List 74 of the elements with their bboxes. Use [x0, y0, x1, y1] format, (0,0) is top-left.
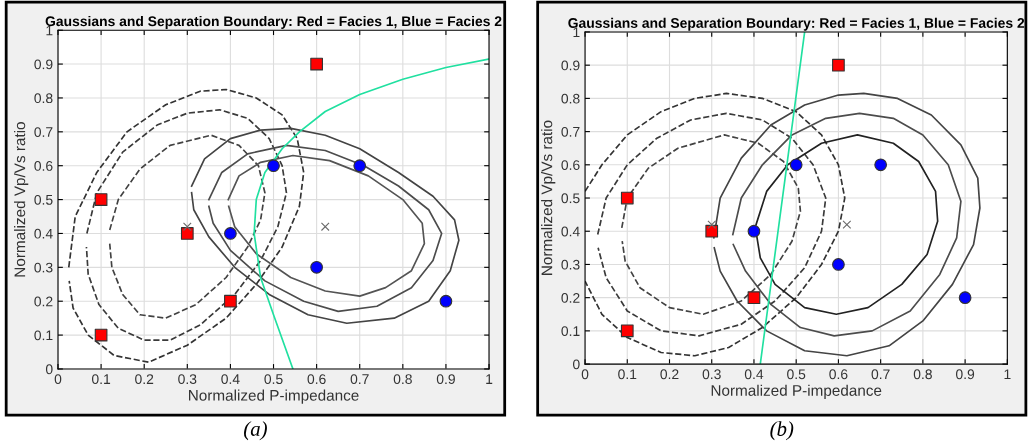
y-tick-label: 0.5 [34, 194, 53, 205]
x-tick-label: 0.9 [436, 374, 455, 385]
point [705, 224, 719, 238]
point [94, 193, 108, 206]
y-tick-label: 0.4 [34, 228, 53, 239]
point [620, 191, 634, 205]
point [874, 158, 888, 172]
y-tick-label: 0.2 [561, 292, 580, 303]
x-tick-label: 0.2 [660, 369, 679, 380]
y-tick-label: 0.7 [34, 127, 53, 137]
x-tick-label: 0.9 [956, 369, 975, 380]
y-tick-label: 0.3 [34, 262, 53, 273]
point [842, 220, 852, 229]
y-tick-label: 0.3 [561, 259, 580, 270]
point [310, 260, 323, 274]
y-tick-label: 0.1 [561, 326, 580, 337]
x-tick-label: 0.6 [307, 374, 326, 385]
x-tick-label: 0.5 [264, 374, 283, 385]
x-tick-label: 0.8 [393, 374, 412, 385]
y-tick-label: 0.5 [561, 193, 580, 204]
point [224, 294, 237, 308]
line-series [67, 88, 305, 364]
text: (a) [244, 421, 267, 441]
x-tick-label: 0.1 [91, 374, 111, 385]
y-tick-label: 0.8 [34, 93, 53, 104]
x-tick-label: 0.6 [829, 369, 848, 380]
x-tick-label: 0.5 [787, 369, 806, 380]
y-tick-label: 0.9 [34, 59, 53, 70]
x-tick-label: 0.7 [871, 369, 890, 380]
x-tick-label: 1 [486, 374, 493, 384]
point [267, 159, 280, 173]
x-tick-label: 1 [1004, 369, 1011, 380]
x-tick-label: 0 [54, 374, 62, 385]
y-tick-label: 0 [573, 359, 580, 370]
y-tick-label: 0.8 [561, 93, 580, 104]
y-tick-label: 0.2 [34, 296, 53, 307]
x-tick-label: 0 [581, 369, 589, 380]
y-tick-label: 0.4 [561, 226, 580, 237]
y-tick-label: 0.1 [34, 330, 53, 341]
line-series [585, 92, 846, 357]
x-tick-label: 0.2 [135, 374, 154, 385]
point [707, 220, 717, 229]
y-axis-title: Normalized Vp/Vs ratio [541, 120, 556, 275]
y-axis-title: Normalized Vp/Vs ratio [14, 122, 29, 277]
point [320, 222, 330, 232]
x-tick-label: 0.7 [350, 374, 369, 385]
x-tick-label: 0.8 [913, 369, 932, 380]
x-tick-label: 0.4 [221, 374, 240, 385]
point [747, 291, 761, 305]
point [832, 258, 845, 271]
x-tick-label: 0.4 [744, 369, 764, 380]
x-axis-title: Normalized P-impedance [711, 384, 882, 399]
point [747, 224, 761, 238]
line-series [253, 58, 490, 369]
x-tick-label: 0.3 [178, 374, 197, 385]
y-tick-label: 0.6 [34, 161, 53, 171]
y-tick-label: 0.9 [561, 60, 580, 71]
point [832, 58, 845, 72]
point [182, 222, 192, 232]
x-tick-label: 0.3 [702, 369, 721, 380]
point [439, 294, 453, 308]
point [310, 57, 323, 71]
y-tick-label: 0.6 [561, 160, 580, 170]
text: (b) [770, 421, 794, 441]
x-axis-title: Normalized P-impedance [189, 389, 359, 404]
point [958, 291, 972, 305]
y-tick-label: 0.7 [561, 126, 580, 137]
y-tick-label: 1 [46, 25, 53, 36]
point [789, 158, 803, 172]
point [353, 159, 367, 173]
point [224, 227, 237, 240]
x-tick-label: 0.1 [618, 369, 637, 380]
point [620, 324, 634, 338]
point [180, 227, 194, 240]
